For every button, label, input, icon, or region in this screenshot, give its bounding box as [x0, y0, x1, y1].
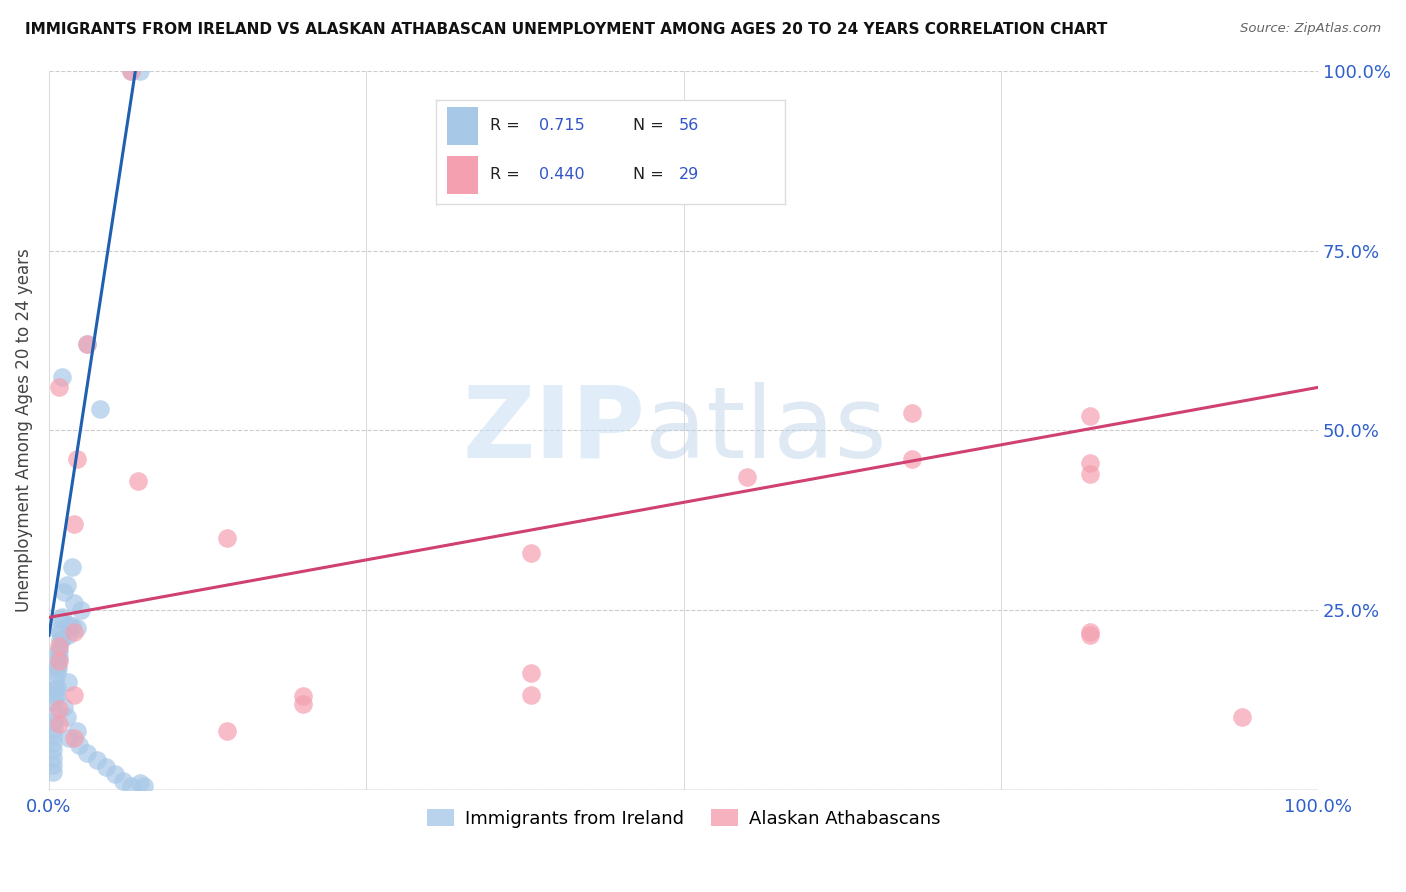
Point [45, 681, 67, 695]
Point [134, 780, 156, 794]
Point [45, 688, 67, 702]
Point [42, 743, 65, 757]
Point [76, 337, 98, 351]
Point [42, 736, 65, 750]
Point [76, 746, 98, 760]
Point [48, 639, 70, 653]
Point [63, 624, 86, 639]
Text: IMMIGRANTS FROM IRELAND VS ALASKAN ATHABASCAN UNEMPLOYMENT AMONG AGES 20 TO 24 Y: IMMIGRANTS FROM IRELAND VS ALASKAN ATHAB… [25, 22, 1108, 37]
Point [86, 753, 108, 767]
Point [104, 767, 127, 781]
Y-axis label: Unemployment Among Ages 20 to 24 years: Unemployment Among Ages 20 to 24 years [15, 249, 32, 613]
Point [66, 452, 89, 467]
Point [58, 617, 80, 632]
Point [45, 666, 67, 681]
Point [49, 612, 72, 626]
Point [111, 774, 134, 789]
Point [46, 652, 69, 666]
Point [42, 757, 65, 772]
Point [48, 380, 70, 394]
Point [1078, 409, 1101, 423]
Point [60, 619, 83, 633]
Point [44, 690, 66, 704]
Point [63, 688, 86, 702]
Point [48, 624, 70, 638]
Point [42, 750, 65, 764]
Point [46, 645, 69, 659]
Point [42, 764, 65, 779]
Point [1078, 624, 1101, 639]
Point [42, 695, 65, 709]
Point [56, 628, 79, 642]
Point [48, 702, 70, 716]
Point [215, 723, 238, 738]
Point [63, 516, 86, 531]
Point [69, 603, 91, 617]
Point [66, 621, 89, 635]
Point [291, 697, 314, 711]
Point [121, 64, 143, 78]
Point [63, 731, 86, 746]
Point [520, 688, 543, 702]
Point [53, 700, 76, 714]
Point [48, 642, 70, 657]
Point [1078, 467, 1101, 481]
Point [291, 690, 314, 704]
Point [44, 673, 66, 688]
Point [56, 675, 79, 690]
Point [1078, 628, 1101, 642]
Point [66, 723, 89, 738]
Point [48, 653, 70, 667]
Point [76, 337, 98, 351]
Point [53, 585, 76, 599]
Point [42, 714, 65, 729]
Point [45, 659, 67, 673]
Point [1078, 456, 1101, 470]
Point [51, 632, 73, 646]
Point [1230, 709, 1253, 723]
Point [63, 596, 86, 610]
Text: ZIP: ZIP [463, 382, 645, 479]
Point [735, 470, 758, 484]
Point [901, 452, 924, 467]
Point [58, 731, 80, 746]
Point [129, 64, 152, 78]
Point [129, 775, 152, 789]
Point [42, 729, 65, 743]
Point [49, 633, 72, 648]
Point [49, 626, 72, 640]
Point [901, 405, 924, 419]
Point [42, 722, 65, 736]
Point [51, 369, 73, 384]
Legend: Immigrants from Ireland, Alaskan Athabascans: Immigrants from Ireland, Alaskan Athabas… [419, 802, 948, 835]
Text: Source: ZipAtlas.com: Source: ZipAtlas.com [1240, 22, 1381, 36]
Point [44, 707, 66, 722]
Point [60, 560, 83, 574]
Point [215, 531, 238, 545]
Point [121, 64, 143, 78]
Point [48, 649, 70, 664]
Point [127, 474, 149, 488]
Point [55, 709, 77, 723]
Point [55, 578, 77, 592]
Text: atlas: atlas [645, 382, 887, 479]
Point [89, 401, 111, 416]
Point [520, 546, 543, 560]
Point [520, 666, 543, 681]
Point [44, 682, 66, 697]
Point [48, 716, 70, 731]
Point [121, 780, 143, 794]
Point [46, 661, 69, 675]
Point [94, 760, 117, 774]
Point [51, 610, 73, 624]
Point [67, 739, 90, 753]
